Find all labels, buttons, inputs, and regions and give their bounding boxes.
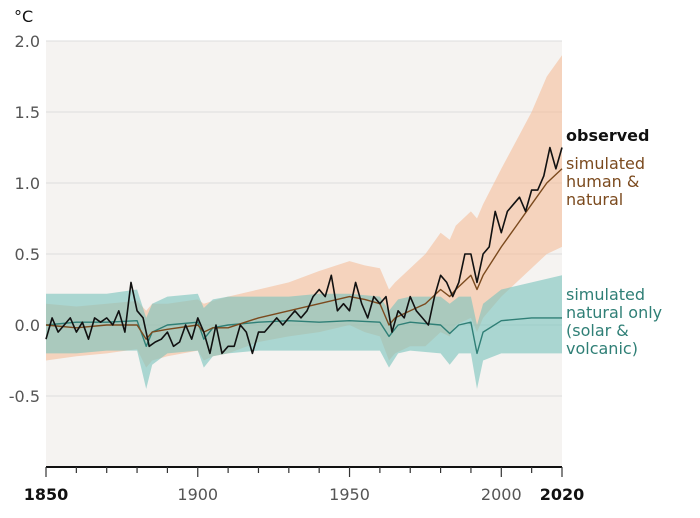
x-tick-label-3: 2000 — [481, 485, 522, 504]
legend-human_natural-line-2: natural — [566, 190, 623, 209]
y-tick-label-2: 1.0 — [15, 174, 40, 193]
y-tick-labels: 2.0 1.5 1.0 0.5 0.0 -0.5 — [9, 32, 40, 406]
y-tick-label-0: 2.0 — [15, 32, 40, 51]
x-tick-label-0: 1850 — [24, 485, 69, 504]
legend-natural-line-0: simulated — [566, 285, 645, 304]
y-tick-label-5: -0.5 — [9, 387, 40, 406]
legend-natural-line-2: (solar & — [566, 321, 629, 340]
legend-observed-line-0: observed — [566, 126, 649, 145]
band-human_natural — [46, 55, 562, 368]
y-tick-label-3: 0.5 — [15, 245, 40, 264]
x-tick-label-1: 1900 — [177, 485, 218, 504]
grid-lines — [46, 40, 562, 397]
line-observed — [45, 146, 563, 355]
x-tick-labels: 1850 1900 1950 2000 2020 — [24, 485, 585, 504]
legend-natural-line-1: natural only — [566, 303, 662, 322]
x-tick-label-4: 2020 — [540, 485, 585, 504]
line-natural — [45, 317, 562, 355]
axes — [45, 466, 563, 477]
y-axis-label: °C — [14, 7, 33, 26]
x-tick-label-2: 1950 — [329, 485, 370, 504]
legend-human_natural-line-1: human & — [566, 172, 639, 191]
y-tick-label-4: 0.0 — [15, 316, 40, 335]
y-tick-label-1: 1.5 — [15, 103, 40, 122]
series-lines — [45, 146, 563, 355]
legend-natural-line-3: volcanic) — [566, 339, 638, 358]
legend-human_natural-line-0: simulated — [566, 154, 645, 173]
